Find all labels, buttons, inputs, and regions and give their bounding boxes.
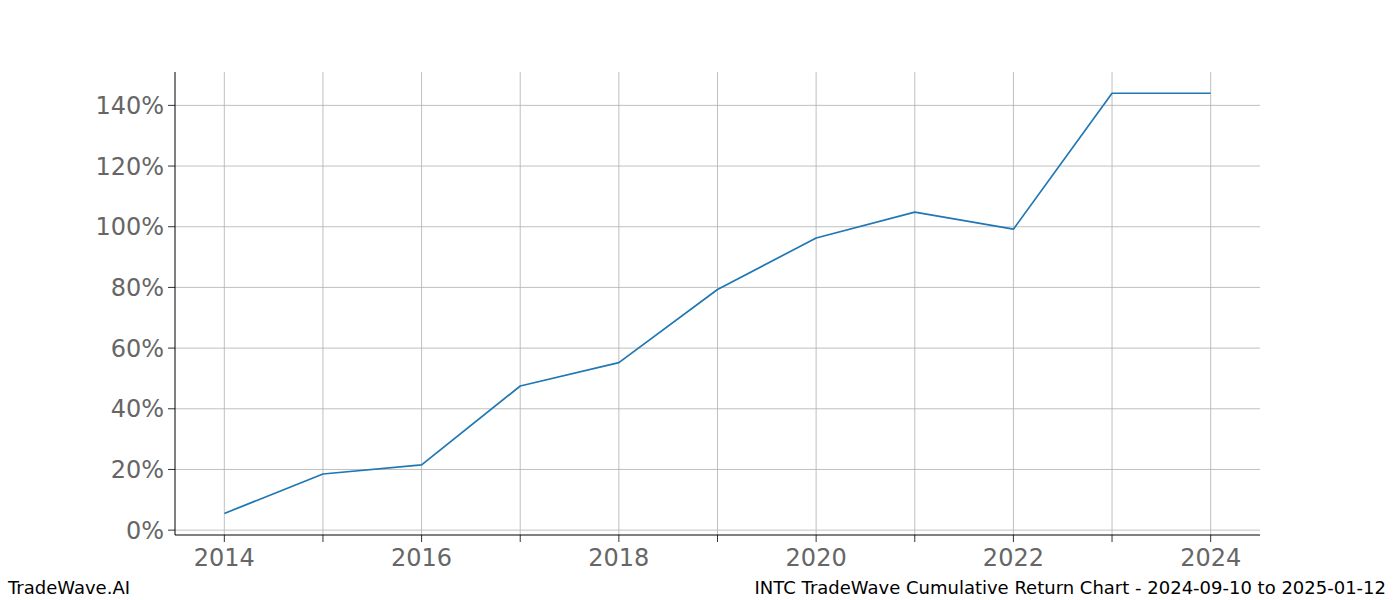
- x-tick: [1112, 535, 1113, 542]
- y-grid-line: [175, 348, 1260, 349]
- y-tick-label: 60%: [111, 335, 164, 363]
- x-tick: [224, 535, 225, 542]
- x-tick: [421, 535, 422, 542]
- x-tick: [816, 535, 817, 542]
- x-tick: [914, 535, 915, 542]
- annotation: TradeWave.AI: [7, 577, 130, 598]
- x-tick: [1013, 535, 1014, 542]
- title: INTC TradeWave Cumulative Return Chart -…: [755, 577, 1386, 598]
- x-grid-line: [224, 72, 225, 535]
- x-tick: [520, 535, 521, 542]
- x-tick: [322, 535, 323, 542]
- x-tick-label: 2018: [588, 544, 649, 572]
- x-grid-line: [618, 72, 619, 535]
- x-grid-line: [717, 72, 718, 535]
- x-grid-line: [1210, 72, 1211, 535]
- x-tick: [618, 535, 619, 542]
- chart: 2014 2016 2018 2020 2022 2024 0% 20% 40% 60% 80% 10…: [0, 0, 1400, 600]
- y-grid-line: [175, 469, 1260, 470]
- x-tick-label: 2016: [391, 544, 452, 572]
- x-grid-line: [1112, 72, 1113, 535]
- x-tick-label: 2014: [194, 544, 255, 572]
- x-axis-line: [175, 535, 1260, 536]
- y-grid-line: [175, 166, 1260, 167]
- y-tick: [168, 469, 175, 470]
- x-grid-line: [816, 72, 817, 535]
- y-tick: [168, 530, 175, 531]
- y-tick: [168, 105, 175, 106]
- x-grid-line: [1013, 72, 1014, 535]
- y-grid-line: [175, 226, 1260, 227]
- y-tick-label: 40%: [111, 395, 164, 423]
- y-tick-label: 100%: [95, 213, 164, 241]
- y-tick-label: 0%: [126, 517, 164, 545]
- y-axis-line: [175, 72, 176, 535]
- y-tick: [168, 287, 175, 288]
- y-tick-label: 80%: [111, 274, 164, 302]
- axes: 2014 2016 2018 2020 2022 2024 0% 20% 40% 60% 80% 10…: [95, 72, 1260, 572]
- grid: [175, 72, 1260, 535]
- x-grid-line: [520, 72, 521, 535]
- y-grid-line: [175, 408, 1260, 409]
- y-tick-label: 120%: [95, 153, 164, 181]
- y-grid-line: [175, 287, 1260, 288]
- x-grid-line: [322, 72, 323, 535]
- x-tick-label: 2024: [1180, 544, 1241, 572]
- x-tick-label: 2020: [786, 544, 847, 572]
- series-line: [224, 93, 1210, 513]
- y-tick-label: 20%: [111, 456, 164, 484]
- y-tick: [168, 408, 175, 409]
- x-tick: [1210, 535, 1211, 542]
- y-grid-line: [175, 530, 1260, 531]
- y-tick: [168, 226, 175, 227]
- x-grid-line: [914, 72, 915, 535]
- y-grid-line: [175, 105, 1260, 106]
- y-tick: [168, 348, 175, 349]
- series-group: [224, 93, 1210, 513]
- x-tick: [717, 535, 718, 542]
- y-tick: [168, 166, 175, 167]
- y-tick-label: 140%: [95, 92, 164, 120]
- x-tick-label: 2022: [983, 544, 1044, 572]
